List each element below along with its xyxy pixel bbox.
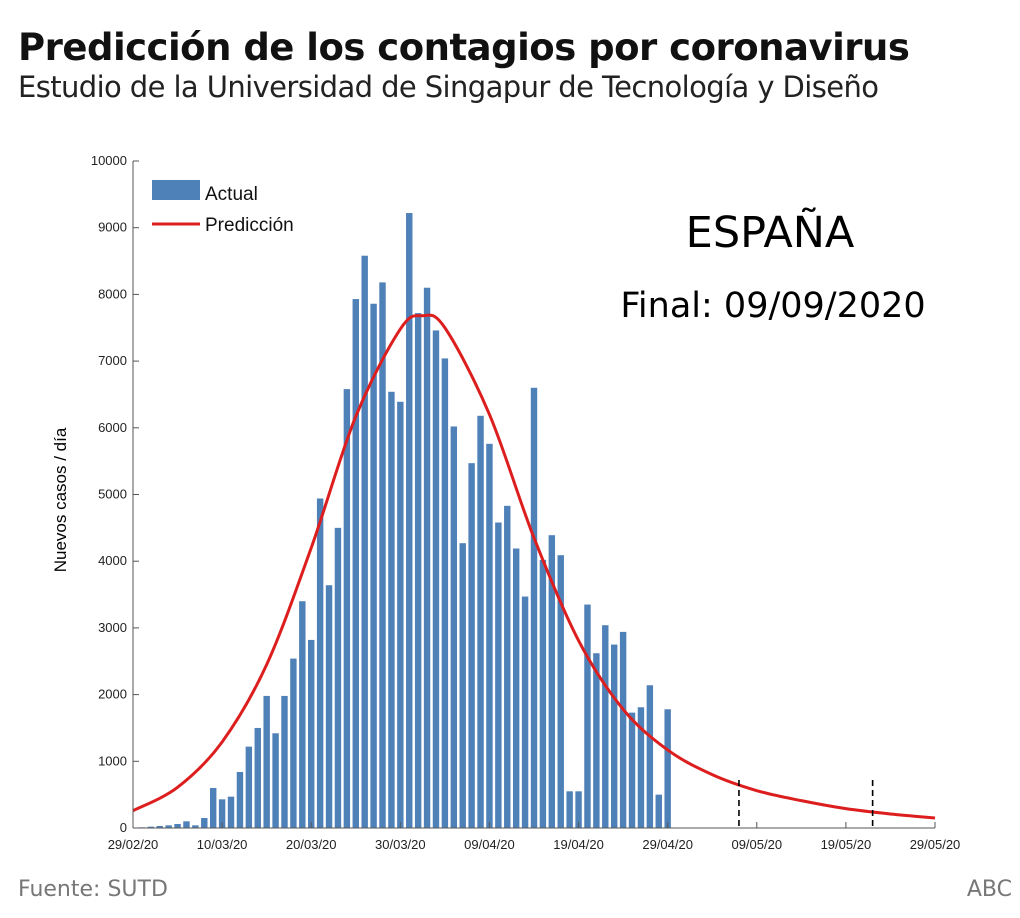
- bar: [664, 709, 671, 828]
- bar: [530, 387, 538, 828]
- bar: [397, 401, 404, 828]
- y-tick-label: 6000: [98, 420, 127, 435]
- y-tick-label: 9000: [98, 220, 127, 235]
- x-tick-label: 09/04/20: [464, 837, 515, 852]
- x-tick-label: 09/05/20: [731, 837, 782, 852]
- x-tick-label: 20/03/20: [286, 837, 337, 852]
- x-tick-label: 19/05/20: [821, 837, 872, 852]
- bar: [459, 543, 466, 828]
- markers-group: [738, 779, 874, 828]
- y-tick-label: 7000: [98, 353, 127, 368]
- bar: [236, 771, 244, 828]
- bar: [361, 255, 368, 828]
- bar: [486, 443, 493, 828]
- bar: [539, 559, 547, 828]
- bar: [646, 685, 654, 828]
- bar: [308, 639, 315, 828]
- bar: [201, 818, 208, 828]
- y-tick-label: 5000: [98, 487, 127, 502]
- chart-subtitle: Estudio de la Universidad de Singapur de…: [18, 70, 879, 104]
- bar: [610, 644, 618, 828]
- bar: [192, 825, 199, 828]
- bar: [299, 601, 306, 828]
- bar: [450, 426, 458, 828]
- bar: [441, 358, 449, 828]
- bars-group: [138, 213, 671, 829]
- legend-label-actual: Actual: [205, 184, 258, 205]
- bar: [388, 391, 395, 828]
- prediction-group: [132, 313, 936, 820]
- bar: [281, 695, 288, 828]
- bar: [227, 796, 235, 828]
- y-axis-label: Nuevos casos / día: [51, 427, 70, 572]
- bar: [156, 826, 163, 828]
- bar: [602, 625, 609, 828]
- bar: [584, 604, 591, 828]
- x-tick-label: 29/02/20: [108, 837, 159, 852]
- bar: [432, 330, 440, 828]
- y-tick-label: 10000: [91, 153, 127, 168]
- bar: [245, 746, 253, 828]
- bar: [272, 733, 279, 828]
- bar: [165, 825, 172, 828]
- bar: [316, 498, 324, 828]
- legend: Actual Predicción: [152, 180, 294, 236]
- country-annotation: ESPAÑA: [686, 207, 855, 258]
- bar: [218, 799, 226, 828]
- bar: [334, 527, 342, 828]
- y-tick-label: 0: [120, 820, 127, 835]
- bar: [325, 585, 333, 828]
- bar: [593, 653, 600, 828]
- bar: [183, 821, 190, 828]
- y-tick-label: 2000: [98, 687, 127, 702]
- bar: [477, 415, 484, 828]
- x-tick-label: 30/03/20: [375, 837, 426, 852]
- bar: [619, 631, 627, 828]
- bar: [174, 824, 181, 828]
- bar: [406, 213, 413, 828]
- bar: [370, 303, 377, 828]
- bar: [379, 282, 386, 828]
- x-tick-label: 29/05/20: [910, 837, 961, 852]
- bar: [414, 313, 422, 829]
- bar: [254, 727, 261, 828]
- y-tick-label: 1000: [98, 753, 127, 768]
- bar: [147, 826, 155, 828]
- bar: [263, 695, 270, 828]
- axes-group: 0 1000 2000 3000 4000 5000 6000 7000 8000 9000 100…: [91, 153, 960, 852]
- bar: [423, 287, 431, 829]
- bar: [566, 791, 573, 828]
- bar: [655, 794, 662, 828]
- prediction-line: [132, 313, 936, 820]
- bar: [290, 658, 297, 828]
- legend-label-prediccion: Predicción: [205, 215, 294, 236]
- bar: [209, 787, 217, 828]
- x-tick-label: 10/03/20: [197, 837, 248, 852]
- y-tick-label: 8000: [98, 286, 127, 301]
- final-date-annotation: Final: 09/09/2020: [620, 286, 925, 326]
- bar: [495, 522, 502, 828]
- bar: [468, 463, 475, 828]
- bar: [637, 707, 645, 828]
- bar: [575, 791, 582, 828]
- source-credit: Fuente: SUTD: [18, 877, 168, 902]
- bar: [512, 548, 520, 828]
- bar: [352, 299, 359, 828]
- bar: [557, 555, 564, 828]
- bar: [548, 535, 556, 828]
- bar: [628, 712, 636, 828]
- chart-title: Predicción de los contagios por coronavi…: [18, 26, 910, 69]
- legend-swatch-actual: [152, 180, 200, 200]
- y-tick-label: 4000: [98, 553, 127, 568]
- bar: [521, 596, 529, 828]
- bar: [343, 389, 351, 828]
- x-tick-label: 29/04/20: [642, 837, 693, 852]
- brand-logo-text: ABC: [966, 877, 1012, 902]
- x-tick-label: 19/04/20: [553, 837, 604, 852]
- y-tick-label: 3000: [98, 620, 127, 635]
- bar: [504, 505, 511, 828]
